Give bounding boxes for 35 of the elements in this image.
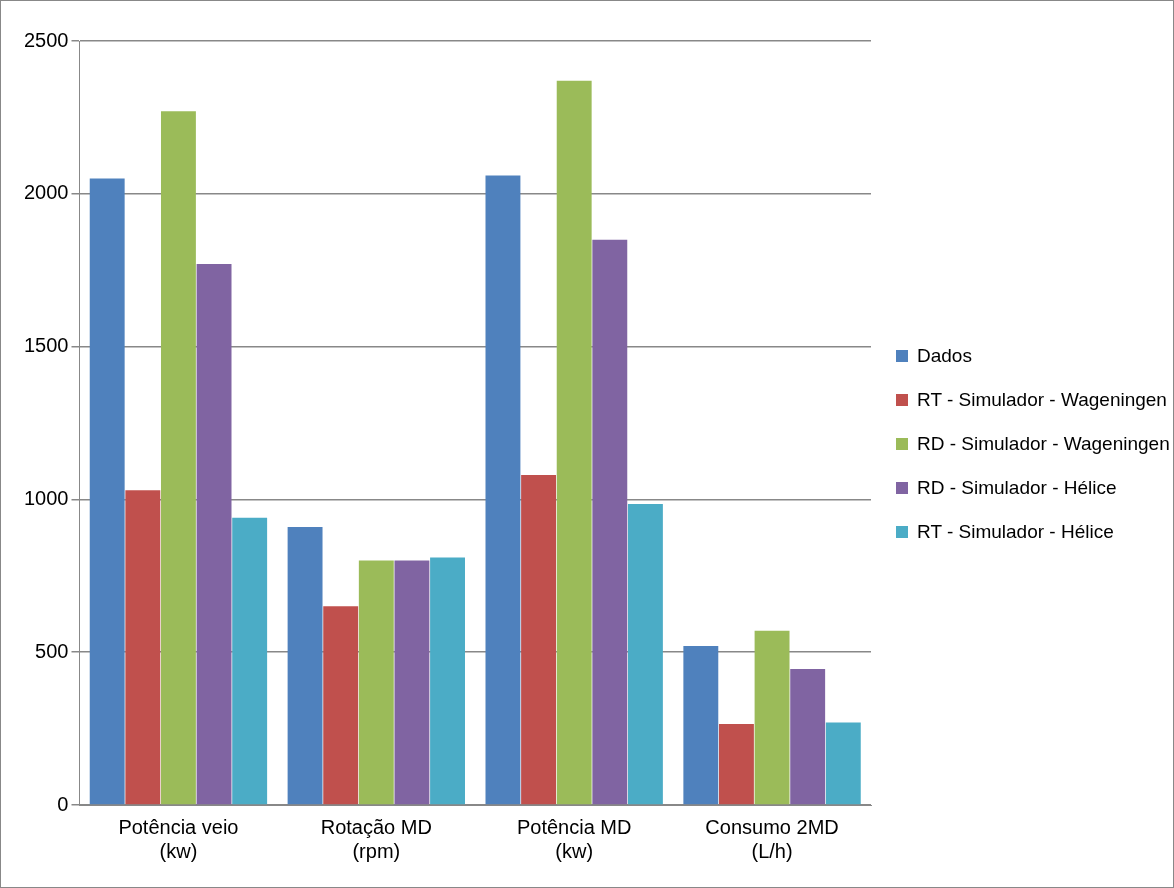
y-tick-label: 2500 — [23, 28, 69, 51]
bar — [592, 239, 628, 805]
legend-label: RT - Simulador - Hélice — [917, 521, 1114, 543]
y-tick-label: 0 — [57, 792, 69, 815]
bar — [825, 722, 861, 805]
bar — [556, 80, 592, 805]
bar — [89, 178, 125, 805]
bar — [683, 646, 719, 805]
y-tick-label: 500 — [35, 639, 69, 662]
x-tick-label: Potência MD (kw) — [516, 815, 632, 862]
bar — [323, 606, 359, 805]
bar — [521, 474, 557, 805]
legend-label: RT - Simulador - Wageningen — [917, 389, 1167, 411]
bar — [485, 175, 521, 805]
x-tick-label: Rotação MD (rpm) — [320, 815, 432, 862]
y-tick-label: 1000 — [23, 486, 69, 509]
bar — [394, 560, 430, 805]
bar — [358, 560, 394, 805]
bar — [790, 669, 826, 805]
bar — [125, 490, 161, 805]
legend-label: RD - Simulador - Hélice — [917, 477, 1117, 499]
bar — [627, 503, 663, 805]
bar — [430, 557, 465, 805]
bar — [232, 517, 268, 805]
x-tick-label: Potência veio (kw) — [118, 815, 239, 862]
legend-label: Dados — [917, 345, 972, 367]
bar — [754, 630, 790, 805]
bar — [718, 724, 754, 805]
y-tick-label: 2000 — [23, 181, 69, 204]
bar — [196, 264, 232, 805]
legend-label: RD - Simulador - Wageningen — [917, 433, 1170, 455]
bar — [287, 526, 323, 805]
y-tick-label: 1500 — [23, 334, 69, 357]
x-tick-label: Consumo 2MD (L/h) — [705, 815, 839, 862]
bar — [160, 111, 196, 805]
